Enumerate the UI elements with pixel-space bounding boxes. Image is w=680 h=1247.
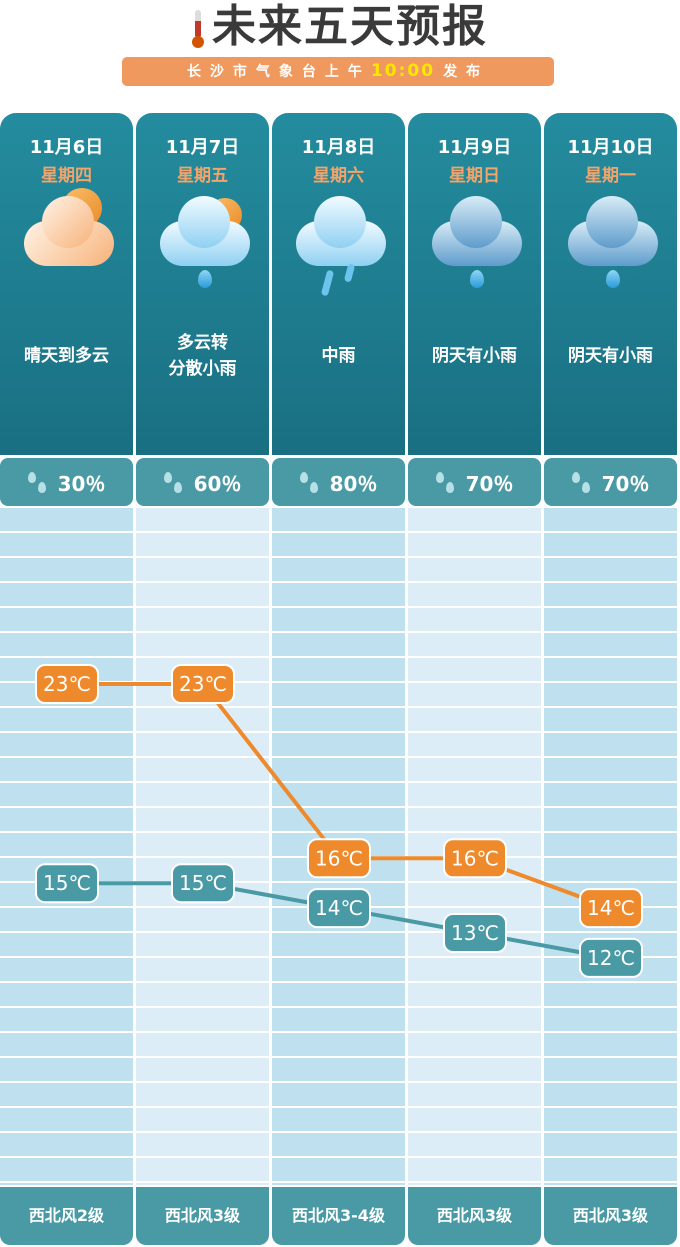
day-weekday: 星期一 (585, 166, 636, 186)
overcast-light-rain-icon (408, 186, 541, 326)
day-card: 11月9日 星期日 阴天有小雨 (408, 113, 541, 455)
title-text: 未来五天预报 (212, 1, 488, 52)
issue-banner: 长沙市气象台上午10:00 发布 (122, 57, 554, 86)
chart-column-bg (408, 508, 541, 1185)
raindrops-icon (163, 470, 186, 494)
day-condition: 多云转 分散小雨 (136, 326, 269, 386)
day-card: 11月10日 星期一 阴天有小雨 (544, 113, 677, 455)
partly-cloudy-icon (0, 186, 133, 326)
day-weekday: 星期六 (313, 166, 364, 186)
day-weekday: 星期四 (41, 166, 92, 186)
overcast-light-rain-icon (544, 186, 677, 326)
day-date: 11月7日 (165, 137, 240, 158)
raindrops-icon (27, 470, 50, 494)
raindrops-icon (299, 470, 322, 494)
wind: 西北风2级 (0, 1187, 133, 1245)
rain-chance-value: 30％ (57, 471, 106, 496)
rain-chance: 60％ (136, 458, 269, 506)
condition-line: 多云转 (177, 333, 228, 353)
chart-column-bg (136, 508, 269, 1185)
condition-line: 分散小雨 (168, 359, 237, 379)
day-card: 11月7日 星期五 多云转分散小雨 (136, 113, 269, 455)
day-date: 11月9日 (437, 137, 512, 158)
raindrops-icon (571, 470, 594, 494)
wind: 西北风3-4级 (272, 1187, 405, 1245)
issue-time: 10:00 (370, 61, 436, 81)
raindrops-icon (435, 470, 458, 494)
rain-chance-value: 60％ (193, 471, 242, 496)
wind: 西北风3级 (544, 1187, 677, 1245)
day-weekday: 星期日 (449, 166, 500, 186)
day-date: 11月6日 (29, 137, 104, 158)
day-card: 11月8日 星期六 中雨 (272, 113, 405, 455)
condition-line: 阴天有小雨 (432, 346, 517, 366)
rain-chance-value: 80％ (329, 471, 378, 496)
rain-chance: 70％ (408, 458, 541, 506)
rain-streak-icon (343, 263, 356, 283)
day-condition: 阴天有小雨 (544, 326, 677, 386)
chart-column-bg (544, 508, 677, 1185)
issuer: 长沙市气象台上午 (186, 64, 371, 80)
rain-chance: 70％ (544, 458, 677, 506)
rain-streak-icon (320, 269, 335, 297)
raindrop-icon (198, 270, 212, 288)
cloud-icon (160, 196, 250, 266)
rain-chance: 80％ (272, 458, 405, 506)
cloud-icon (568, 196, 658, 266)
cloud-icon (296, 196, 386, 266)
day-weekday: 星期五 (177, 166, 228, 186)
day-condition: 晴天到多云 (0, 326, 133, 386)
day-condition: 阴天有小雨 (408, 326, 541, 386)
wind: 西北风3级 (408, 1187, 541, 1245)
rain-chance: 30％ (0, 458, 133, 506)
moderate-rain-icon (272, 186, 405, 326)
condition-line: 阴天有小雨 (568, 346, 653, 366)
condition-line: 晴天到多云 (24, 346, 109, 366)
raindrop-icon (606, 270, 620, 288)
chart-column-bg (272, 508, 405, 1185)
cloud-icon (24, 196, 114, 266)
wind: 西北风3级 (136, 1187, 269, 1245)
day-date: 11月8日 (301, 137, 376, 158)
day-date: 11月10日 (567, 137, 654, 158)
rain-chance-value: 70％ (601, 471, 650, 496)
raindrop-icon (470, 270, 484, 288)
rain-chance-value: 70％ (465, 471, 514, 496)
issue-suffix: 发布 (443, 64, 490, 80)
page-title: 未来五天预报 (0, 2, 680, 52)
day-card: 11月6日 星期四 晴天到多云 (0, 113, 133, 455)
cloud-icon (432, 196, 522, 266)
condition-line: 中雨 (321, 346, 356, 366)
cloudy-light-rain-icon (136, 186, 269, 326)
thermometer-icon (192, 10, 204, 48)
chart-column-bg (0, 508, 133, 1185)
day-condition: 中雨 (272, 326, 405, 386)
